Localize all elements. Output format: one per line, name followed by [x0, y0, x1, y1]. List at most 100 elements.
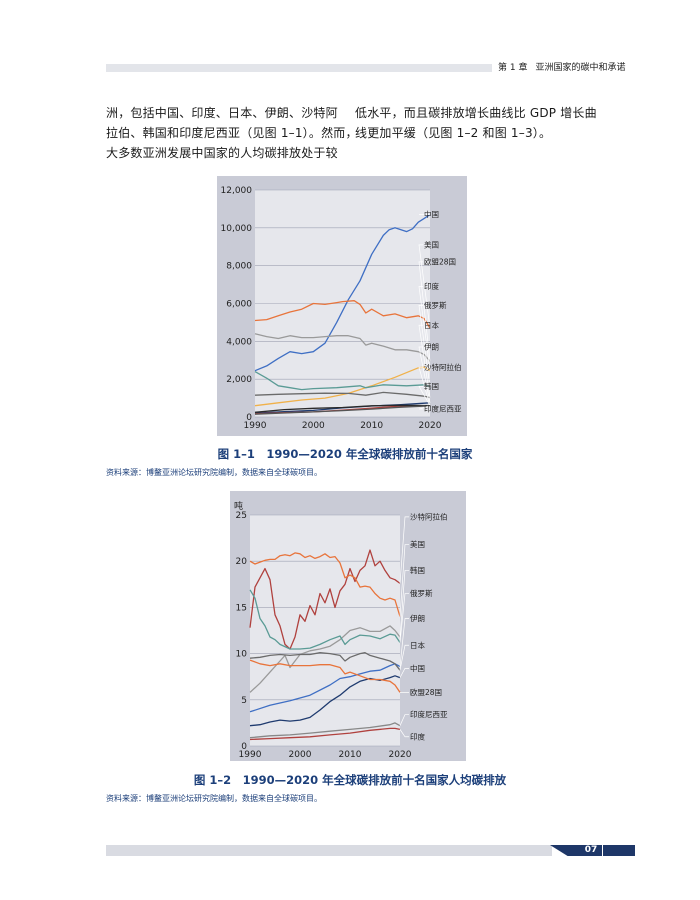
- figure-1-2-caption: 图 1–2 1990—2020 年全球碳排放前十名国家人均碳排放: [193, 773, 507, 787]
- chapter-title: 亚洲国家的碳中和承诺: [535, 63, 626, 73]
- series-label: 美国: [424, 239, 439, 249]
- series-line: [249, 652, 401, 671]
- series-label: 美国: [410, 539, 425, 549]
- x-tick-label: 2010: [360, 421, 383, 431]
- series-line: [254, 300, 431, 329]
- series-leader-line: [399, 516, 409, 584]
- running-header: 第 1 章亚洲国家的碳中和承诺: [498, 60, 625, 73]
- figure-1-2-panel: 0 5 10 15 20 25 1990 2000 2010 2020 吨沙特阿拉伯美国韩国俄罗斯伊…: [230, 491, 466, 761]
- series-line: [249, 552, 401, 617]
- series-label: 印度尼西亚: [424, 404, 462, 414]
- series-leader-line: [399, 644, 409, 671]
- series-leader-line: [399, 544, 409, 617]
- series-leader-line: [399, 618, 409, 667]
- series-label: 韩国: [424, 381, 439, 391]
- figure-1-1-panel: 0 2,000 4,000 6,000 8,000 10,000 12,000 1990 200…: [217, 176, 467, 436]
- figure-1-1-source: 资料来源：博鳌亚洲论坛研究院编制，数据来自全球碳项目。: [106, 468, 322, 477]
- series-line: [249, 722, 401, 739]
- footer-tab: [550, 845, 582, 856]
- x-tick-label: 1990: [239, 750, 262, 760]
- series-leader-line: [418, 346, 431, 403]
- series-label: 伊朗: [424, 342, 439, 352]
- series-leader-line: [418, 261, 431, 362]
- series-label: 俄罗斯: [424, 300, 447, 310]
- x-tick-label: 2020: [389, 750, 412, 760]
- series-leader-line: [418, 305, 431, 387]
- y-tick-label: 2,000: [226, 375, 252, 385]
- footer-end: [603, 845, 635, 856]
- series-line: [249, 549, 401, 650]
- series-leader-line: [418, 244, 431, 329]
- series-line: [249, 589, 401, 650]
- y-tick-label: 0: [246, 413, 252, 423]
- body-line: 线更加平缓（见图 1–2 和图 1–3）。: [355, 126, 552, 140]
- header-bar: [106, 64, 492, 72]
- body-column-left: 洲，包括中国、印度、日本、伊朗、沙特阿 拉伯、韩国和印度尼西亚（见图 1–1）。…: [106, 103, 358, 163]
- body-line: 大多数亚洲发展中国家的人均碳排放处于较: [106, 146, 338, 160]
- body-line: 低水平，而且碳排放增长曲线比 GDP 增长曲: [355, 106, 597, 120]
- x-tick-label: 2000: [302, 421, 325, 431]
- y-tick-label: 10: [236, 650, 248, 660]
- series-line: [249, 663, 401, 713]
- series-line: [249, 659, 401, 693]
- body-column-right: 低水平，而且碳排放增长曲线比 GDP 增长曲 线更加平缓（见图 1–2 和图 1…: [355, 103, 597, 143]
- y-axis-label: 吨: [234, 500, 243, 512]
- x-tick-label: 2010: [339, 750, 362, 760]
- series-leader-line: [418, 286, 431, 371]
- page-number: 07: [580, 845, 602, 856]
- series-label: 欧盟28国: [410, 687, 442, 697]
- series-leader-line: [399, 729, 409, 738]
- chapter-number: 第 1 章: [498, 63, 528, 73]
- figure-1-2-source: 资料来源：博鳌亚洲论坛研究院编制，数据来自全球碳项目。: [106, 794, 322, 803]
- series-label: 中国: [424, 209, 439, 219]
- y-tick-label: 10,000: [221, 224, 253, 234]
- series-line: [249, 625, 401, 693]
- series-line: [254, 333, 431, 362]
- y-tick-label: 15: [236, 603, 247, 613]
- plot-area: [250, 515, 400, 746]
- series-label: 印度: [424, 281, 439, 291]
- series-leader-line: [399, 668, 409, 678]
- x-tick-label: 2020: [419, 421, 442, 431]
- series-label: 沙特阿拉伯: [424, 362, 462, 372]
- y-tick-label: 6,000: [226, 300, 252, 310]
- body-line: 洲，包括中国、印度、日本、伊朗、沙特阿: [106, 106, 338, 120]
- x-tick-label: 2000: [289, 750, 312, 760]
- series-label: 俄罗斯: [410, 588, 433, 598]
- figure-1-1-chart: 0 2,000 4,000 6,000 8,000 10,000 12,000 1990 200…: [221, 186, 462, 431]
- series-label: 日本: [424, 320, 439, 330]
- series-label: 中国: [410, 663, 425, 673]
- y-tick-label: 0: [241, 742, 247, 752]
- series-label: 欧盟28国: [424, 256, 456, 266]
- footer-bar: [106, 845, 552, 856]
- series-leader-line: [418, 405, 431, 410]
- series-label: 沙特阿拉伯: [410, 511, 448, 521]
- series-label: 印度尼西亚: [410, 709, 448, 719]
- body-line: 拉伯、韩国和印度尼西亚（见图 1–1）。然而，: [106, 126, 358, 140]
- x-tick-label: 1990: [244, 421, 267, 431]
- y-tick-label: 5: [241, 696, 247, 706]
- y-tick-label: 8,000: [226, 262, 252, 272]
- series-line: [254, 391, 431, 399]
- figure-1-1-caption: 图 1–1 1990—2020 年全球碳排放前十名国家: [217, 447, 473, 461]
- series-line: [254, 214, 431, 372]
- series-label: 韩国: [410, 565, 425, 575]
- figure-1-2-chart: 0 5 10 15 20 25 1990 2000 2010 2020 吨沙特阿拉伯美国韩国俄罗斯伊…: [234, 500, 448, 760]
- series-line: [254, 404, 431, 413]
- series-leader-line: [399, 714, 409, 726]
- y-tick-label: 20: [236, 557, 248, 567]
- y-tick-label: 4,000: [226, 337, 252, 347]
- series-leader-line: [418, 324, 431, 398]
- y-tick-label: 25: [236, 511, 247, 521]
- y-tick-label: 12,000: [221, 186, 253, 196]
- series-leader-line: [418, 367, 431, 406]
- series-line: [254, 371, 431, 391]
- series-line: [254, 405, 431, 415]
- series-leader-line: [418, 386, 431, 406]
- series-leader-line: [399, 593, 409, 643]
- series-label: 日本: [410, 640, 425, 650]
- series-label: 印度: [410, 731, 425, 741]
- series-label: 伊朗: [410, 613, 425, 623]
- series-line: [249, 727, 401, 741]
- series-leader-line: [399, 570, 409, 637]
